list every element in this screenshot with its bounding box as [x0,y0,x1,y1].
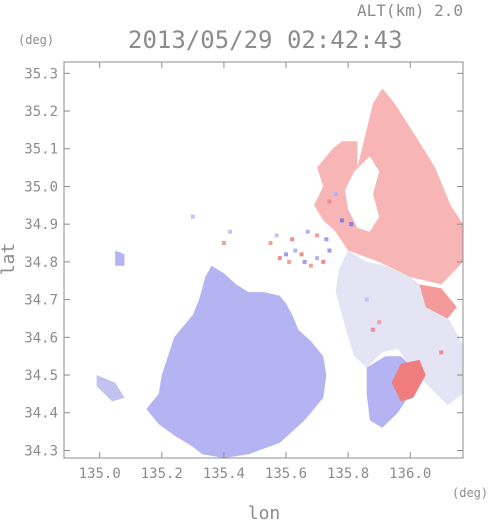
data-point [339,218,344,223]
data-point [299,252,304,257]
x-tick-label: 135.0 [79,466,121,482]
plot-data-layer [96,88,463,458]
data-point [327,248,332,253]
data-point [333,192,338,196]
data-point [308,263,313,268]
x-unit-label: (deg) [452,486,488,500]
data-point [439,350,444,355]
x-tick-label: 135.2 [141,466,183,482]
data-point [290,237,295,242]
region-island-west [96,375,125,402]
data-point [315,233,320,238]
lake-hole [345,156,380,232]
x-tick-label: 135.6 [265,466,307,482]
data-point [305,229,310,234]
chart-timestamp: 2013/05/29 02:42:43 [128,26,403,54]
y-tick-label: 34.8 [24,255,58,271]
y-tick-label: 35.0 [24,179,58,195]
y-tick-label: 34.5 [24,368,58,384]
axis-ticks: 34.3 34.4 34.5 34.6 34.7 34.8 34.9 35.0 35.1 35.2… [24,62,463,482]
region-island-small [115,250,125,266]
data-point [277,256,282,261]
data-point [228,229,233,234]
x-tick-label: 135.8 [327,466,369,482]
y-tick-label: 34.7 [24,293,58,309]
data-point [287,259,292,264]
x-axis-title: lon [248,503,281,521]
y-tick-label: 35.2 [24,104,58,120]
y-tick-label: 35.1 [24,142,58,158]
data-point [302,259,307,264]
x-tick-label: 135.4 [203,466,245,482]
data-point [284,252,289,257]
y-unit-label: (deg) [18,33,54,47]
y-tick-label: 34.6 [24,330,58,346]
region-southwest-negative [146,265,327,458]
region-strong-red-south [391,359,426,402]
data-point [293,248,298,253]
data-point [315,256,320,261]
data-point [221,241,226,246]
y-tick-label: 34.3 [24,443,58,459]
plot-frame [63,61,464,459]
region-strong-red-east [419,284,457,319]
plot-border [63,61,464,459]
altitude-label: ALT(km) 2.0 [357,1,463,20]
x-tick-label: 136.0 [389,466,431,482]
data-point [190,214,195,219]
data-point [274,233,279,238]
y-tick-label: 34.4 [24,406,58,422]
data-point [268,241,273,246]
data-point [321,259,326,264]
data-point [349,222,354,227]
data-point [377,320,382,325]
y-axis-title: lat [0,243,19,276]
data-point [370,327,375,332]
y-tick-label: 34.9 [24,217,58,233]
data-point [364,297,369,302]
region-northeast-positive [314,88,463,285]
y-tick-label: 35.3 [24,66,58,82]
region-east-neutral [335,250,463,406]
data-point [324,237,329,242]
data-point [327,199,332,204]
